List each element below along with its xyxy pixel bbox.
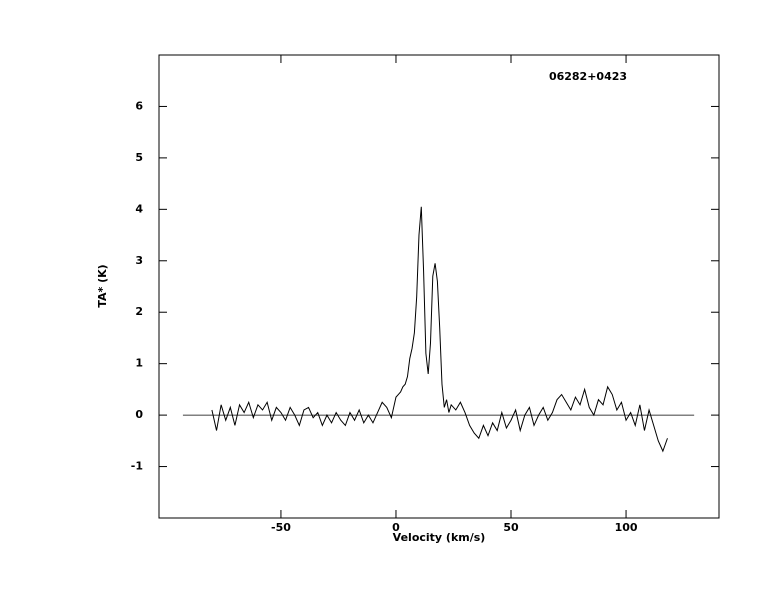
annotation: 06282+0423: [549, 70, 627, 83]
spectrum-line: [211, 206, 668, 453]
y-tick-label: 1: [135, 357, 143, 370]
y-tick-label: 3: [135, 254, 143, 267]
y-tick-label: -1: [131, 460, 143, 473]
x-tick-label: 50: [503, 521, 519, 534]
y-tick-label: 5: [135, 151, 143, 164]
y-tick-label: 2: [135, 305, 143, 318]
x-tick-label: 100: [615, 521, 638, 534]
y-tick-label: 6: [135, 99, 143, 112]
x-axis-label: Velocity (km/s): [393, 531, 486, 544]
y-axis-label: TA* (K): [96, 264, 109, 307]
y-tick-label: 4: [135, 202, 143, 215]
y-tick-label: 0: [135, 408, 143, 421]
plot-frame: [158, 54, 720, 519]
x-tick-label: -50: [271, 521, 291, 534]
x-tick-label: 0: [392, 521, 400, 534]
